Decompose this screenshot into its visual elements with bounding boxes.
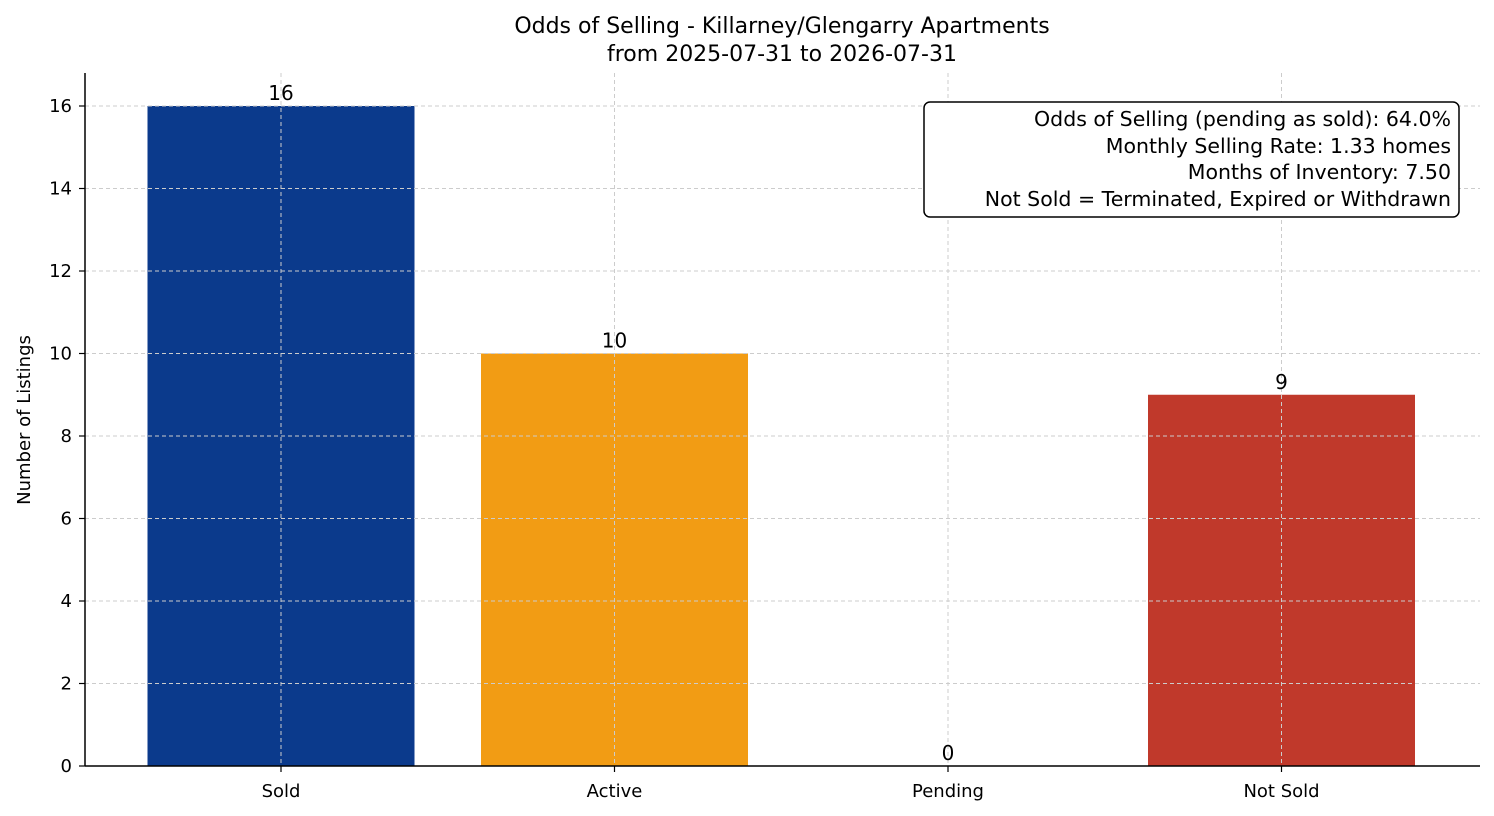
info-box: Odds of Selling (pending as sold): 64.0%…	[923, 101, 1460, 218]
x-tick-label: Not Sold	[1243, 781, 1319, 802]
bar-value-label: 0	[942, 741, 955, 765]
y-tick-label: 2	[61, 674, 72, 695]
bar-value-label: 10	[602, 329, 627, 353]
info-box-frame	[923, 101, 1460, 218]
x-tick-label: Sold	[262, 781, 301, 802]
x-tick-label: Pending	[912, 781, 984, 802]
axes-layer	[79, 73, 1480, 772]
y-tick-label: 12	[49, 261, 72, 282]
y-tick-label: 4	[61, 591, 72, 612]
chart-title: Odds of Selling - Killarney/Glengarry Ap…	[514, 14, 1049, 39]
y-tick-label: 0	[61, 756, 72, 777]
bar-value-label: 9	[1275, 370, 1288, 394]
bar-value-label: 16	[268, 81, 293, 105]
info-line-odds: Odds of Selling (pending as sold): 64.0%	[1034, 107, 1451, 131]
info-line-months-inventory: Months of Inventory: 7.50	[1188, 160, 1451, 184]
chart-subtitle: from 2025-07-31 to 2026-07-31	[607, 42, 957, 67]
labels-layer: 0 2 4 6 8 10 12 14 16 Sold Active Pending Not Sold 16…	[49, 81, 1319, 802]
y-axis-label: Number of Listings	[14, 335, 35, 505]
y-tick-label: 6	[61, 509, 72, 530]
info-line-not-sold-definition: Not Sold = Terminated, Expired or Withdr…	[985, 187, 1451, 211]
info-line-monthly-rate: Monthly Selling Rate: 1.33 homes	[1106, 134, 1451, 158]
y-tick-label: 10	[49, 344, 72, 365]
y-tick-label: 8	[61, 426, 72, 447]
y-tick-label: 14	[49, 179, 72, 200]
x-tick-label: Active	[587, 781, 643, 802]
y-tick-label: 16	[49, 96, 72, 117]
